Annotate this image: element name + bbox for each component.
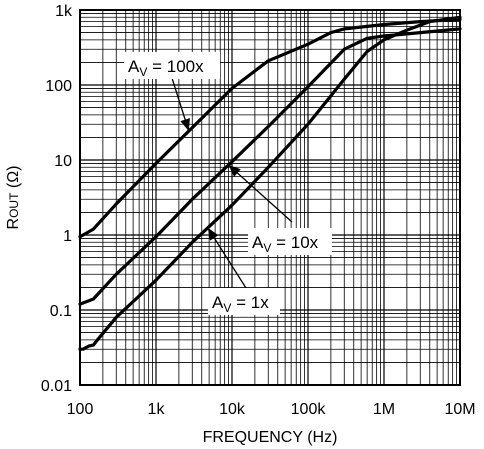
y-tick-label: 10 <box>54 153 72 170</box>
series-label-background-2 <box>248 228 332 255</box>
series-label-main: A <box>252 233 264 252</box>
series-label-sub: V <box>139 65 147 79</box>
series-label-rest: = 1x <box>231 293 269 312</box>
y-axis-title: ROUT (Ω) <box>5 166 22 230</box>
x-tick-label: 10k <box>219 401 246 418</box>
series-layer <box>78 15 462 351</box>
y-tick-label: 1 <box>63 228 72 245</box>
series-line-3 <box>78 15 462 351</box>
series-label-background-1 <box>124 52 220 79</box>
plot-frame <box>79 9 461 386</box>
leader-arrowhead-1 <box>180 118 190 132</box>
leader-arrowhead-3 <box>207 227 219 241</box>
y-axis-title-unit: (Ω) <box>5 166 22 193</box>
y-axis-title-sub: OUT <box>7 192 21 218</box>
y-tick-label: 100 <box>45 78 72 95</box>
x-tick-label: 100k <box>291 401 327 418</box>
leader-arrowhead-2 <box>228 164 241 177</box>
x-axis-title: FREQUENCY (Hz) <box>203 429 338 446</box>
x-tick-label: 1k <box>148 401 166 418</box>
series-label-background-3 <box>208 288 280 315</box>
x-tick-labels: 100 1k 10k 100k 1M 10M <box>67 401 476 418</box>
series-label-rest: = 10x <box>271 233 318 252</box>
y-tick-labels: 0.01 0.1 1 10 100 1k <box>41 3 73 395</box>
series-label-rest: = 100x <box>147 57 204 76</box>
series-label-sub: V <box>263 241 271 255</box>
series-line-1 <box>78 17 462 239</box>
y-tick-label: 0.01 <box>41 378 72 395</box>
series-line-2 <box>78 27 462 306</box>
series-label-2: AV = 10x <box>252 233 319 255</box>
x-tick-label: 1M <box>373 401 395 418</box>
series-label-sub: V <box>223 301 231 315</box>
y-tick-label: 1k <box>55 3 73 20</box>
series-label-main: A <box>212 293 224 312</box>
y-axis-title-main: R <box>5 218 22 230</box>
series-label-3: AV = 1x <box>212 293 269 315</box>
series-label-1: AV = 100x <box>128 57 204 79</box>
leader-line-2 <box>228 164 293 223</box>
x-tick-label: 10M <box>444 401 475 418</box>
x-tick-label: 100 <box>67 401 94 418</box>
series-label-main: A <box>128 57 140 76</box>
y-tick-label: 0.1 <box>50 303 72 320</box>
